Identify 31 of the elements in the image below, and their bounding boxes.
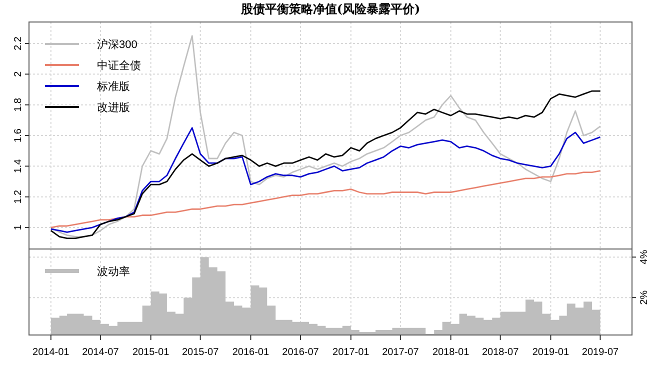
x-tick-label: 2017-07 [382, 347, 420, 358]
x-tick-label: 2019-01 [532, 347, 570, 358]
x-tick-label: 2015-07 [182, 347, 220, 358]
y-tick-label: 1 [13, 224, 24, 230]
line-series [50, 170, 601, 228]
x-tick-label: 2018-01 [432, 347, 470, 358]
legend-label: 波动率 [97, 265, 130, 278]
y2-tick-label: 2% [639, 290, 650, 305]
x-tick-label: 2016-01 [232, 347, 270, 358]
y-tick-label: 1.6 [13, 128, 24, 142]
legend-label: 沪深300 [97, 38, 138, 51]
line-series [50, 127, 601, 233]
y-tick-label: 1.4 [13, 158, 24, 174]
x-tick-label: 2019-07 [582, 347, 620, 358]
x-tick-label: 2017-01 [332, 347, 370, 358]
y-tick-label: 2.2 [13, 36, 24, 50]
x-tick-label: 2018-07 [482, 347, 520, 358]
y-tick-label: 2 [13, 70, 24, 77]
y2-tick-label: 4% [639, 250, 650, 264]
legend-label: 中证全债 [97, 59, 141, 72]
x-tick-label: 2016-07 [282, 347, 320, 358]
x-tick-label: 2015-01 [132, 347, 170, 358]
x-tick-label: 2014-01 [32, 347, 70, 358]
chart-title: 股债平衡策略净值(风险暴露平价) [240, 2, 420, 16]
x-tick-label: 2014-07 [82, 347, 120, 358]
legend-label: 改进版 [97, 101, 130, 114]
line-series [50, 35, 601, 238]
y-tick-label: 1.8 [13, 97, 24, 112]
legend-label: 标准版 [96, 80, 130, 93]
line-series [50, 90, 601, 239]
y-tick-label: 1.2 [13, 189, 24, 204]
